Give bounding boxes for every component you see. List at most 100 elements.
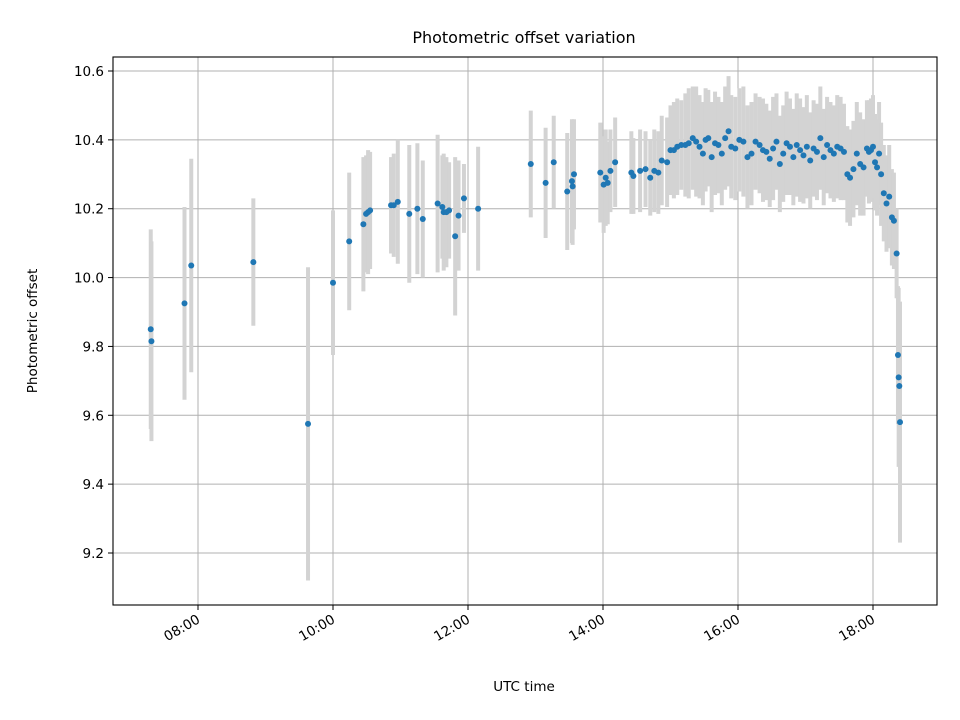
data-point <box>452 233 459 240</box>
data-point <box>346 238 353 245</box>
data-point <box>878 171 885 178</box>
data-point <box>250 259 257 266</box>
y-tick-label: 10.2 <box>74 202 104 218</box>
data-point <box>886 193 893 200</box>
data-point <box>664 159 671 166</box>
data-point <box>797 147 804 154</box>
x-tick-label: 10:00 <box>296 612 338 645</box>
x-tick-label: 14:00 <box>566 612 608 645</box>
data-point <box>896 383 903 390</box>
data-point <box>527 160 534 167</box>
y-axis-label: Photometric offset <box>25 269 41 393</box>
data-point <box>434 200 441 207</box>
data-point <box>607 167 614 174</box>
data-point <box>642 166 649 173</box>
data-point <box>188 262 195 269</box>
data-point <box>870 143 876 150</box>
data-point <box>637 167 644 174</box>
data-point <box>460 195 467 202</box>
data-point <box>766 155 773 162</box>
data-point <box>847 174 854 181</box>
data-point <box>893 250 900 257</box>
data-point <box>330 279 336 286</box>
data-point <box>367 207 374 214</box>
data-point <box>824 142 831 149</box>
y-tick-label: 9.2 <box>83 546 104 562</box>
data-point <box>725 128 732 135</box>
data-point <box>406 210 413 217</box>
y-tick-label: 9.8 <box>83 339 104 355</box>
data-point <box>876 150 883 157</box>
plot-frame <box>112 56 938 606</box>
data-point <box>776 160 783 167</box>
data-point <box>803 143 810 150</box>
data-point <box>790 154 797 161</box>
data-point <box>475 205 482 212</box>
data-point <box>715 142 722 149</box>
x-axis-label: UTC time <box>493 679 555 695</box>
data-point <box>542 179 549 186</box>
data-point <box>419 216 426 223</box>
data-point <box>414 205 421 212</box>
data-point <box>602 174 609 181</box>
data-point <box>813 148 820 155</box>
data-point <box>786 143 793 150</box>
data-point <box>685 140 692 147</box>
data-point <box>817 135 824 142</box>
x-tick-label: 16:00 <box>701 612 743 645</box>
x-tick-label: 08:00 <box>161 612 203 645</box>
data-points <box>147 128 903 427</box>
data-point <box>550 159 557 166</box>
data-point <box>597 169 604 176</box>
data-point <box>394 198 401 205</box>
chart-title: Photometric offset variation <box>412 28 635 47</box>
data-point <box>883 200 890 207</box>
data-point <box>699 150 706 157</box>
data-point <box>894 352 901 359</box>
data-point <box>850 166 857 173</box>
data-point <box>740 138 747 145</box>
data-point <box>770 145 777 152</box>
data-point <box>148 338 155 345</box>
data-point <box>853 150 860 157</box>
y-tick-label: 9.6 <box>83 408 104 424</box>
data-point <box>647 174 654 181</box>
data-point <box>880 190 887 197</box>
data-point <box>568 178 575 185</box>
data-point <box>658 157 665 164</box>
data-point <box>860 164 867 171</box>
data-point <box>390 202 397 209</box>
data-point <box>890 217 897 224</box>
data-point <box>732 145 739 152</box>
data-point <box>705 135 712 142</box>
data-point <box>439 203 446 210</box>
y-tick-label: 10.6 <box>74 64 104 80</box>
data-point <box>763 148 770 155</box>
data-point <box>708 154 715 161</box>
y-tick-label: 9.4 <box>83 477 104 493</box>
data-point <box>612 159 619 166</box>
y-tick-label: 10.0 <box>74 271 104 287</box>
x-tick-label: 12:00 <box>431 612 473 645</box>
data-point <box>570 171 577 178</box>
data-point <box>807 157 814 164</box>
data-point <box>830 150 837 157</box>
data-point <box>569 183 576 190</box>
data-point <box>793 142 800 149</box>
data-point <box>872 159 879 166</box>
x-tick-label: 18:00 <box>836 612 878 645</box>
data-point <box>895 374 902 381</box>
data-point <box>722 135 729 142</box>
data-point <box>147 326 154 333</box>
data-point <box>630 173 637 180</box>
data-point <box>820 154 827 161</box>
data-point <box>564 188 571 195</box>
data-point <box>305 420 312 427</box>
data-point <box>800 152 807 159</box>
data-point <box>773 138 780 145</box>
errorbars <box>148 76 902 581</box>
data-point <box>756 142 763 149</box>
y-tick-label: 10.4 <box>74 133 104 149</box>
data-point <box>752 138 759 145</box>
